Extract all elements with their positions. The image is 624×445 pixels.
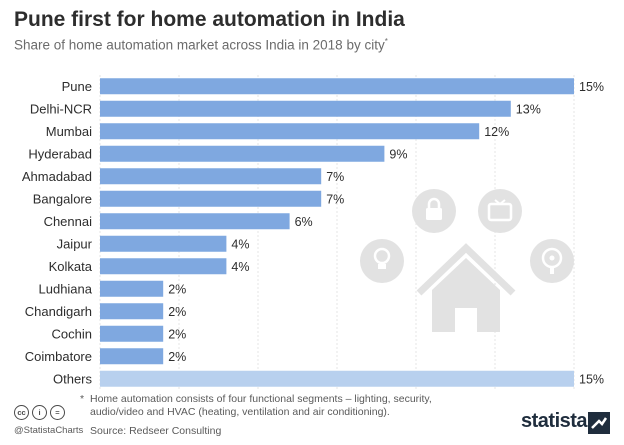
bar-ahmadabad: [100, 168, 322, 185]
value-label: 12%: [484, 125, 509, 139]
value-label: 2%: [168, 327, 186, 341]
tv-icon-circle: [478, 189, 522, 233]
bar-cochin: [100, 325, 164, 342]
category-labels: Pune Delhi-NCR Mumbai Hyderabad Ahmadabad Ban…: [22, 79, 93, 387]
home-automation-illustration: [360, 189, 574, 332]
lock-shackle: [427, 197, 441, 208]
footnote: * Home automation consists of four funct…: [80, 393, 470, 419]
value-label: 15%: [579, 80, 604, 94]
fan-stand: [550, 267, 554, 274]
bar-ludhiana: [100, 280, 164, 297]
tv-antenna: [494, 199, 506, 206]
category-label: Hyderabad: [28, 146, 92, 161]
bulb-icon: [373, 247, 391, 265]
house-roof: [416, 243, 516, 296]
category-label: Coimbatore: [25, 349, 92, 364]
bars: [100, 78, 574, 387]
value-label: 7%: [326, 192, 344, 206]
value-label: 15%: [579, 372, 604, 386]
footnote-mark: *: [80, 393, 85, 405]
value-label: 2%: [168, 282, 186, 296]
fan-hub: [549, 255, 555, 261]
bulb-icon-circle: [360, 239, 404, 283]
attribution-icon[interactable]: i: [32, 405, 47, 420]
bar-bangalore: [100, 190, 322, 207]
value-labels: 15% 13% 12% 9% 7% 7% 6% 4% 4% 2% 2% 2% 2% 15%: [168, 80, 604, 387]
bar-kolkata: [100, 258, 227, 275]
statista-logo-icon: [588, 412, 610, 434]
value-label: 2%: [168, 305, 186, 319]
category-label: Chandigarh: [25, 304, 92, 319]
category-label: Kolkata: [49, 259, 93, 274]
category-label: Delhi-NCR: [30, 101, 92, 116]
category-label: Ahmadabad: [22, 169, 92, 184]
value-label: 7%: [326, 170, 344, 184]
bar-pune: [100, 78, 574, 95]
bar-chennai: [100, 213, 290, 230]
value-label: 9%: [389, 147, 407, 161]
category-label: Mumbai: [46, 124, 92, 139]
subtitle-text: Share of home automation market across I…: [14, 37, 385, 53]
category-label: Pune: [62, 79, 92, 94]
chart-subtitle: Share of home automation market across I…: [14, 37, 388, 53]
category-label: Jaipur: [57, 236, 93, 251]
no-derivatives-icon[interactable]: =: [50, 405, 65, 420]
category-label: Others: [53, 371, 93, 386]
bar-others: [100, 370, 574, 387]
lock-icon: [426, 208, 442, 220]
license-icons: cc i =: [14, 405, 65, 420]
fan-icon-circle: [530, 239, 574, 283]
chart-title: Pune first for home automation in India: [14, 8, 405, 31]
bar-coimbatore: [100, 348, 164, 365]
value-label: 4%: [231, 237, 249, 251]
bar-delhi-ncr: [100, 100, 511, 117]
category-label: Cochin: [52, 326, 92, 341]
bulb-base: [378, 264, 386, 269]
bar-jaipur: [100, 235, 227, 252]
value-label: 13%: [516, 102, 541, 116]
value-label: 2%: [168, 350, 186, 364]
bar-hyderabad: [100, 145, 385, 162]
footnote-text: Home automation consists of four functio…: [90, 393, 432, 418]
bar-chart: Pune Delhi-NCR Mumbai Hyderabad Ahmadabad Ban…: [22, 75, 604, 390]
house-icon: [432, 258, 500, 332]
bar-chandigarh: [100, 303, 164, 320]
category-label: Ludhiana: [39, 281, 93, 296]
subtitle-footnote-mark: *: [384, 37, 388, 46]
category-label: Bangalore: [33, 191, 92, 206]
bar-mumbai: [100, 123, 480, 140]
creative-commons-icon[interactable]: cc: [14, 405, 29, 420]
category-label: Chennai: [44, 214, 93, 229]
source-note: Source: Redseer Consulting: [90, 425, 222, 437]
twitter-handle[interactable]: @StatistaCharts: [14, 425, 84, 436]
value-label: 4%: [231, 260, 249, 274]
value-label: 6%: [295, 215, 313, 229]
statista-logo[interactable]: statista: [521, 410, 588, 432]
